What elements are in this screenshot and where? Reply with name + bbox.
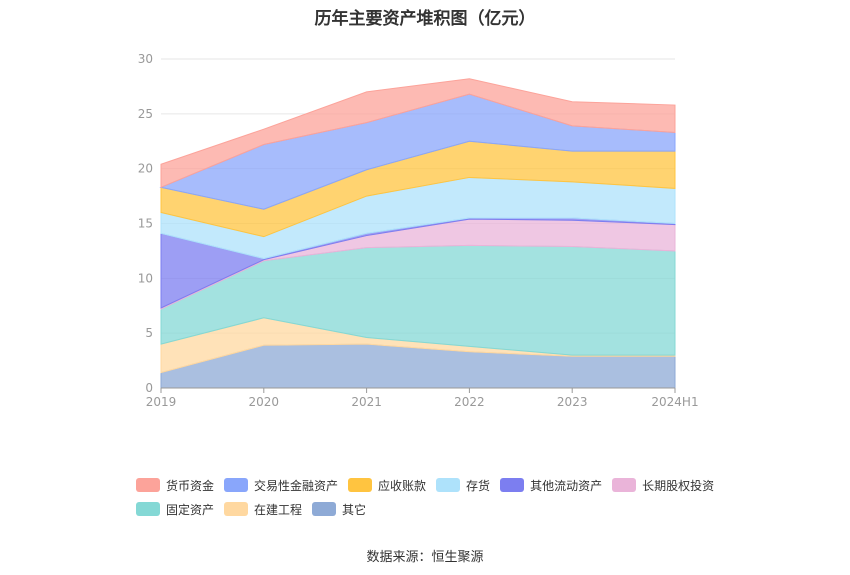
area-series bbox=[159, 78, 676, 389]
area-货币资金 bbox=[160, 78, 676, 189]
legend-item[interactable]: 在建工程 bbox=[224, 501, 302, 518]
y-tick-label: 30 bbox=[138, 52, 153, 66]
legend-item[interactable]: 其它 bbox=[312, 501, 366, 518]
legend-item[interactable]: 其他流动资产 bbox=[500, 477, 602, 494]
legend-swatch bbox=[136, 502, 160, 516]
legend-item[interactable]: 固定资产 bbox=[136, 501, 214, 518]
legend-label: 在建工程 bbox=[254, 502, 303, 517]
x-tick-label: 2023 bbox=[557, 395, 588, 409]
legend-label: 长期股权投资 bbox=[642, 478, 715, 493]
y-axis-ticks: 0 5 10 15 20 25 30 bbox=[138, 52, 153, 395]
x-tick-label: 2019 bbox=[146, 395, 177, 409]
stacked-area-chart: 0 5 10 15 20 25 30 2019 2020 2021 2022 2023 2024H1 bbox=[138, 52, 699, 409]
legend-label: 交易性金融资产 bbox=[254, 478, 339, 493]
x-axis bbox=[160, 387, 676, 393]
y-tick-label: 5 bbox=[145, 326, 153, 340]
y-tick-label: 20 bbox=[138, 162, 153, 176]
legend-label: 固定资产 bbox=[166, 502, 215, 517]
x-tick-label: 2021 bbox=[351, 395, 382, 409]
legend-item[interactable]: 长期股权投资 bbox=[612, 477, 714, 494]
x-tick-label: 2020 bbox=[249, 395, 280, 409]
x-tick-label: 2024H1 bbox=[651, 395, 698, 409]
x-tick-label: 2022 bbox=[454, 395, 485, 409]
legend-swatch bbox=[224, 478, 249, 492]
legend-row: 货币资金 交易性金融资产 应收账款 存货 其他流动资产 长期股权投资 bbox=[136, 473, 736, 497]
y-tick-label: 0 bbox=[145, 381, 153, 395]
legend-swatch bbox=[312, 502, 337, 516]
y-tick-label: 10 bbox=[138, 271, 153, 285]
legend-label: 货币资金 bbox=[166, 478, 215, 493]
legend-swatch bbox=[612, 478, 637, 492]
legend-label: 存货 bbox=[466, 478, 491, 493]
legend-swatch bbox=[224, 502, 249, 516]
legend-label: 应收账款 bbox=[378, 478, 427, 493]
chart-title: 历年主要资产堆积图（亿元） bbox=[314, 9, 536, 29]
legend-swatch bbox=[136, 478, 160, 492]
legend-item[interactable]: 应收账款 bbox=[348, 477, 426, 494]
x-axis-ticks: 2019 2020 2021 2022 2023 2024H1 bbox=[146, 395, 699, 409]
data-source: 数据来源：恒生聚源 bbox=[366, 550, 484, 565]
y-tick-label: 15 bbox=[138, 217, 153, 231]
legend: 货币资金 交易性金融资产 应收账款 存货 其他流动资产 长期股权投资固定资产 在建工程 其它 bbox=[136, 473, 736, 521]
legend-item[interactable]: 存货 bbox=[436, 477, 490, 494]
legend-row: 固定资产 在建工程 其它 bbox=[136, 497, 736, 521]
legend-label: 其他流动资产 bbox=[530, 478, 603, 493]
legend-swatch bbox=[500, 478, 525, 492]
legend-label: 其它 bbox=[342, 502, 367, 517]
legend-swatch bbox=[436, 478, 461, 492]
legend-swatch bbox=[348, 478, 373, 492]
legend-item[interactable]: 交易性金融资产 bbox=[224, 477, 338, 494]
legend-item[interactable]: 货币资金 bbox=[136, 477, 214, 494]
y-tick-label: 25 bbox=[138, 107, 153, 121]
